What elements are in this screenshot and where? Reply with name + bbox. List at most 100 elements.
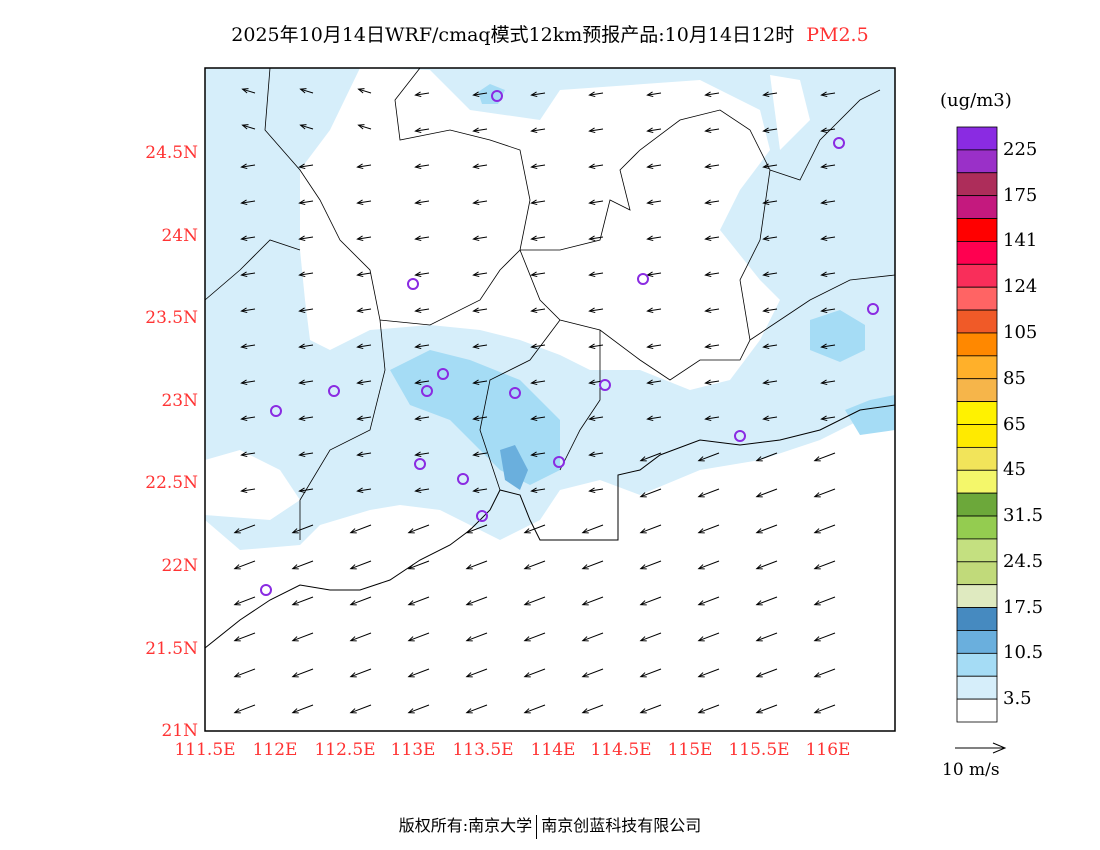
wind-arrow: [233, 668, 256, 678]
station-marker: [491, 90, 503, 102]
wind-arrow: [588, 451, 604, 458]
lat-label: 21.5N: [145, 639, 198, 659]
wind-arrow: [581, 632, 604, 642]
wind-arrow: [240, 235, 256, 242]
wind-arrow: [639, 452, 662, 462]
wind-arrow: [233, 632, 256, 642]
legend-swatch: [956, 675, 998, 700]
wind-arrow: [299, 88, 314, 94]
lat-label: 23N: [161, 391, 198, 411]
wind-arrow: [298, 343, 314, 350]
legend-swatch: [956, 126, 998, 151]
wind-arrow: [581, 524, 604, 534]
legend-swatch: [956, 561, 998, 586]
pm25-shade-white-ne: [770, 75, 810, 150]
legend-swatch: [956, 149, 998, 174]
wind-arrow: [697, 704, 720, 714]
wind-arrow: [639, 668, 662, 678]
wind-arrow: [581, 668, 604, 678]
wind-arrow: [755, 632, 778, 642]
wind-arrow: [704, 271, 720, 278]
wind-arrow: [530, 343, 546, 350]
wind-arrow: [291, 560, 314, 570]
wind-arrow: [414, 271, 430, 278]
wind-arrow: [704, 199, 720, 206]
wind-arrow: [588, 487, 604, 494]
wind-arrow: [356, 307, 372, 314]
wind-arrow: [472, 271, 488, 278]
wind-reference-label: 10 m/s: [942, 760, 1000, 780]
station-marker: [407, 278, 419, 290]
legend-label: 175: [1003, 184, 1038, 206]
wind-arrow: [356, 379, 372, 386]
station-marker: [599, 379, 611, 391]
wind-arrow: [530, 91, 546, 98]
monitoring-stations: [260, 90, 879, 596]
wind-arrow: [414, 163, 430, 170]
wind-arrow: [233, 524, 256, 534]
wind-arrow: [755, 452, 778, 462]
legend-swatch: [956, 241, 998, 265]
wind-arrow: [414, 199, 430, 206]
wind-arrow: [240, 343, 256, 350]
wind-arrow: [349, 668, 372, 678]
legend-swatch: [956, 332, 998, 357]
species-label: PM2.5: [806, 24, 869, 46]
wind-arrow: [414, 451, 430, 458]
wind-arrow: [530, 307, 546, 314]
wind-arrow: [357, 88, 372, 94]
wind-arrow: [240, 271, 256, 278]
wind-arrow: [530, 235, 546, 242]
wind-arrow: [240, 199, 256, 206]
wind-arrow: [762, 379, 778, 386]
wind-arrow: [588, 415, 604, 422]
wind-arrow: [820, 379, 836, 386]
wind-arrow: [639, 488, 662, 498]
wind-arrow: [762, 307, 778, 314]
legend-label: 3.5: [1003, 688, 1032, 710]
lat-label: 24.5N: [145, 143, 198, 163]
wind-arrow: [349, 524, 372, 534]
wind-arrow: [414, 127, 430, 134]
wind-arrow: [407, 524, 430, 534]
wind-arrow: [762, 271, 778, 278]
wind-arrow: [588, 91, 604, 98]
wind-arrow: [240, 415, 256, 422]
legend-label: 141: [1003, 230, 1038, 252]
wind-arrow: [240, 163, 256, 170]
wind-arrow: [820, 199, 836, 206]
station-marker: [421, 385, 433, 397]
wind-arrow: [762, 199, 778, 206]
wind-arrow: [298, 199, 314, 206]
wind-arrow: [298, 271, 314, 278]
lon-label: 114E: [530, 740, 576, 760]
wind-arrow: [697, 452, 720, 462]
wind-arrow: [697, 668, 720, 678]
wind-arrow: [356, 415, 372, 422]
wind-arrow: [820, 307, 836, 314]
pm25-shade-mid-ne: [810, 310, 865, 362]
wind-arrow: [588, 271, 604, 278]
wind-arrow: [588, 235, 604, 242]
wind-arrow: [407, 704, 430, 714]
wind-arrow: [813, 524, 836, 534]
lat-label: 22.5N: [145, 473, 198, 493]
wind-arrow: [820, 415, 836, 422]
station-marker: [457, 473, 469, 485]
wind-arrow: [298, 487, 314, 494]
wind-arrow: [240, 487, 256, 494]
station-marker: [414, 458, 426, 470]
wind-arrow: [588, 163, 604, 170]
wind-arrow: [356, 163, 372, 170]
legend-swatch: [956, 446, 998, 471]
wind-arrow: [298, 415, 314, 422]
wind-arrow: [357, 124, 372, 130]
station-marker: [509, 387, 521, 399]
wind-arrow: [465, 596, 488, 606]
map-title: 2025年10月14日WRF/cmaq模式12km预报产品:10月14日12时 P…: [0, 20, 1100, 47]
station-marker: [270, 405, 282, 417]
wind-arrow: [646, 343, 662, 350]
wind-arrow: [704, 307, 720, 314]
lat-label: 23.5N: [145, 308, 198, 328]
